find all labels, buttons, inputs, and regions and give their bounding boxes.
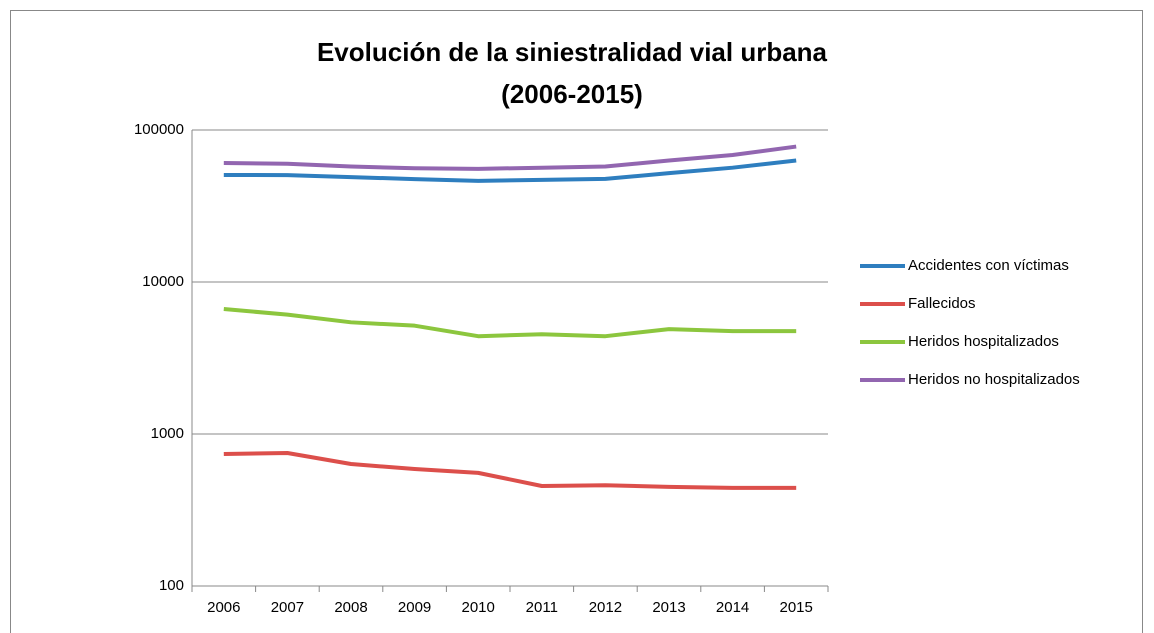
legend-label: Accidentes con víctimas [908, 257, 1069, 274]
x-tick-label: 2006 [207, 599, 240, 616]
series-line [223, 450, 797, 490]
legend-label: Fallecidos [908, 295, 976, 312]
series-line [223, 307, 797, 339]
y-tick-label: 10000 [142, 273, 184, 290]
chart-title: (2006-2015) [501, 79, 643, 109]
x-tick-label: 2014 [716, 599, 749, 616]
series-line [223, 158, 797, 183]
y-tick-label: 1000 [151, 425, 184, 442]
x-tick-label: 2010 [462, 599, 495, 616]
legend-label: Heridos hospitalizados [908, 333, 1059, 350]
y-tick-label: 100 [159, 577, 184, 594]
x-tick-label: 2008 [334, 599, 367, 616]
x-tick-label: 2015 [780, 599, 813, 616]
chart-border [10, 10, 1143, 633]
x-tick-label: 2007 [271, 599, 304, 616]
chart-title: Evolución de la siniestralidad vial urba… [317, 37, 828, 67]
series-line [223, 144, 797, 171]
legend-label: Heridos no hospitalizados [908, 371, 1080, 388]
y-tick-label: 100000 [134, 121, 184, 138]
x-tick-label: 2013 [652, 599, 685, 616]
x-tick-label: 2012 [589, 599, 622, 616]
x-tick-label: 2009 [398, 599, 431, 616]
x-tick-label: 2011 [526, 599, 558, 616]
